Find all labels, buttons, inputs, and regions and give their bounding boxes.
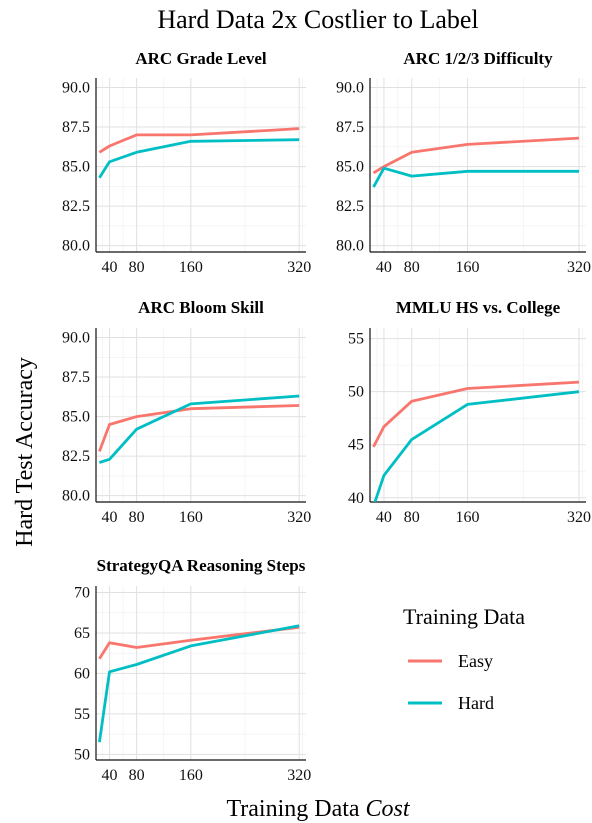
y-tick-label: 87.5 — [62, 119, 90, 136]
x-tick-label: 80 — [129, 259, 145, 276]
panel-title: ARC 1/2/3 Difficulty — [403, 49, 553, 68]
x-tick-label: 320 — [567, 259, 591, 276]
x-tick-label: 40 — [376, 259, 392, 276]
y-tick-label: 70 — [74, 584, 90, 601]
series-line-hard — [373, 390, 580, 502]
x-tick-label: 160 — [179, 509, 203, 526]
x-tick-label: 320 — [567, 509, 591, 526]
x-tick-label: 40 — [102, 509, 118, 526]
figure-title: Hard Data 2x Costlier to Label — [157, 5, 478, 34]
y-tick-label: 90.0 — [336, 79, 364, 96]
x-tick-label: 160 — [179, 259, 203, 276]
x-tick-label: 320 — [287, 509, 311, 526]
panel-2: ARC 1/2/3 Difficulty 80.0 82.5 85.0 87.5 90.0… — [336, 49, 591, 276]
x-tick-label: 40 — [102, 767, 118, 784]
x-axis-title: Training Data Cost — [226, 796, 410, 822]
y-tick-label: 85.0 — [62, 409, 90, 426]
x-tick-label: 80 — [404, 509, 420, 526]
series-line-easy — [372, 380, 580, 448]
y-axis-title: Hard Test Accuracy — [12, 357, 38, 547]
y-tick-label: 80.0 — [336, 238, 364, 255]
series-line-hard — [98, 394, 300, 464]
panel-4: MMLU HS vs. College 40 45 50 55 40 80 160 320 — [348, 298, 591, 526]
y-tick-label: 55 — [74, 706, 90, 723]
panel-title: ARC Bloom Skill — [138, 298, 264, 317]
y-tick-label: 80.0 — [62, 488, 90, 505]
y-tick-label: 40 — [348, 490, 364, 507]
series-line-easy — [98, 404, 300, 452]
x-tick-label: 40 — [376, 509, 392, 526]
legend-title: Training Data — [403, 604, 525, 629]
x-axis-title-italic: Cost — [366, 796, 411, 822]
y-tick-label: 55 — [348, 331, 364, 348]
panel-title: ARC Grade Level — [135, 49, 267, 68]
y-tick-label: 85.0 — [62, 159, 90, 176]
y-tick-label: 85.0 — [336, 159, 364, 176]
legend-label-hard: Hard — [458, 693, 494, 713]
series-line-hard — [372, 166, 579, 188]
series-line-hard — [98, 138, 300, 179]
panel-title: StrategyQA Reasoning Steps — [97, 556, 306, 575]
y-tick-label: 80.0 — [62, 238, 90, 255]
panel-5: StrategyQA Reasoning Steps 50 55 60 65 70 40 80… — [74, 556, 311, 784]
x-tick-label: 160 — [456, 259, 480, 276]
y-tick-label: 50 — [348, 384, 364, 401]
x-tick-label: 80 — [129, 767, 145, 784]
series-line-easy — [98, 127, 300, 154]
series-line-hard — [98, 624, 300, 743]
legend-label-easy: Easy — [458, 651, 493, 671]
y-tick-label: 87.5 — [62, 369, 90, 386]
x-tick-label: 320 — [287, 767, 311, 784]
x-tick-label: 320 — [287, 259, 311, 276]
panels: ARC Grade Level 80.0 82.5 85.0 87.5 90.0 40 80 1… — [62, 49, 591, 784]
panel-title: MMLU HS vs. College — [396, 298, 561, 317]
y-tick-label: 82.5 — [62, 198, 90, 215]
y-tick-label: 90.0 — [62, 79, 90, 96]
y-tick-label: 87.5 — [336, 119, 364, 136]
x-tick-label: 160 — [179, 767, 203, 784]
y-tick-label: 90.0 — [62, 329, 90, 346]
panel-3: ARC Bloom Skill 80.0 82.5 85.0 87.5 90.0 40 80 1… — [62, 298, 311, 526]
y-tick-label: 82.5 — [336, 198, 364, 215]
y-tick-label: 60 — [74, 665, 90, 682]
y-tick-label: 82.5 — [62, 448, 90, 465]
x-axis-title-main: Training Data — [226, 796, 365, 822]
x-tick-label: 80 — [129, 509, 145, 526]
legend: Training Data Easy Hard — [403, 604, 525, 713]
y-tick-label: 45 — [348, 437, 364, 454]
x-tick-label: 40 — [102, 259, 118, 276]
y-tick-label: 65 — [74, 625, 90, 642]
series-line-easy — [372, 136, 580, 175]
x-tick-label: 160 — [456, 509, 480, 526]
x-tick-label: 80 — [404, 259, 420, 276]
y-tick-label: 50 — [74, 746, 90, 763]
panel-1: ARC Grade Level 80.0 82.5 85.0 87.5 90.0 40 80 1… — [62, 49, 311, 276]
series-line-easy — [98, 625, 300, 660]
